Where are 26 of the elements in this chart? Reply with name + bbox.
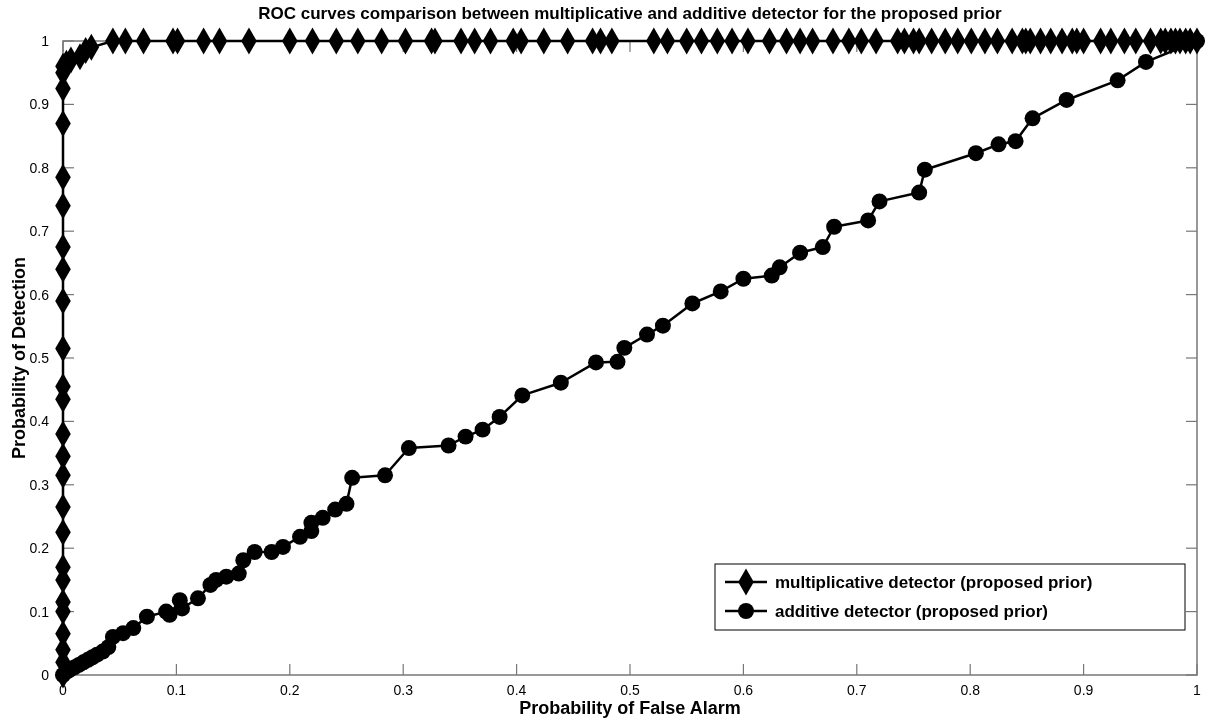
x-tick-label: 0.1 — [166, 682, 187, 698]
x-tick-label: 0.2 — [280, 682, 300, 698]
y-tick-label: 0.3 — [29, 476, 50, 493]
x-tick-label: 1 — [1193, 682, 1202, 698]
y-tick-label: 0.7 — [29, 223, 50, 240]
y-tick-label: 0.8 — [29, 159, 50, 176]
chart-title: ROC curves comparison between multiplicative and additive detector for the proposed prior — [258, 4, 1003, 23]
y-tick-label: 0.9 — [29, 96, 50, 113]
x-tick-label: 0.4 — [506, 682, 527, 698]
x-tick-label: 0.3 — [393, 682, 414, 698]
legend-label: multiplicative detector (proposed prior) — [775, 573, 1093, 592]
y-tick-label: 0.2 — [29, 540, 50, 557]
y-tick-label: 0 — [41, 667, 50, 683]
y-tick-label: 0.1 — [29, 603, 50, 620]
y-axis-title: Probability of Detection — [9, 256, 29, 460]
y-tick-label: 0.4 — [29, 413, 50, 430]
y-tick-label: 0.5 — [29, 350, 50, 366]
x-tick-label: 0.8 — [960, 682, 981, 698]
x-tick-label: 0.6 — [733, 682, 754, 698]
x-tick-label: 0.5 — [620, 682, 640, 698]
x-axis-title: Probability of False Alarm — [519, 698, 741, 718]
y-tick-label: 0.6 — [29, 286, 50, 303]
legend-label: additive detector (proposed prior) — [775, 602, 1048, 621]
y-tick-label: 1 — [41, 33, 50, 49]
x-tick-label: 0.9 — [1073, 682, 1094, 698]
x-tick-label: 0.7 — [847, 682, 867, 698]
